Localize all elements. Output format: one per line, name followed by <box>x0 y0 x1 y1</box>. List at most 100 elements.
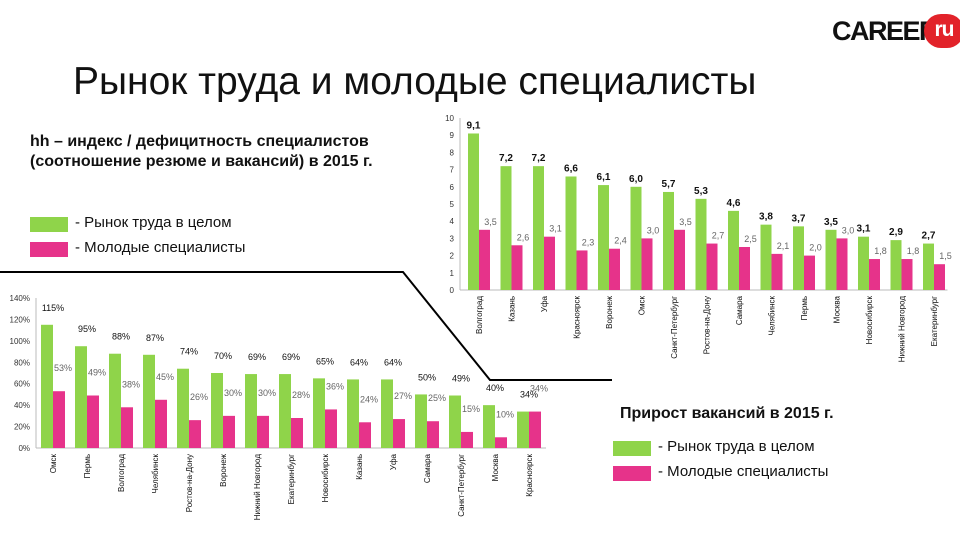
data-label-total: 2,7 <box>922 231 936 242</box>
category-label: Москва <box>491 453 500 481</box>
category-label: Новосибирск <box>865 296 874 345</box>
data-label-young: 38% <box>122 379 140 389</box>
bar-total <box>923 243 934 290</box>
bar-total <box>500 166 512 290</box>
data-label-total: 3,7 <box>792 213 806 224</box>
category-label: Казань <box>355 454 364 480</box>
bar-total <box>890 240 902 290</box>
bar-total <box>728 210 739 290</box>
y-tick-label: 5 <box>450 200 455 209</box>
data-label-total: 4,6 <box>727 198 741 209</box>
data-label-total: 74% <box>180 347 198 357</box>
bar-young <box>393 419 405 448</box>
bar-total <box>533 166 544 290</box>
y-tick-label: 1 <box>450 269 455 278</box>
bar-young <box>359 422 371 448</box>
y-tick-label: 0% <box>18 444 30 453</box>
y-tick-label: 60% <box>14 380 30 389</box>
category-label: Волгоград <box>117 454 126 492</box>
category-label: Красноярск <box>573 296 582 339</box>
bar-young <box>901 259 913 290</box>
bar-total <box>75 346 87 448</box>
data-label-young: 2,3 <box>582 237 595 247</box>
bar-young <box>529 411 541 448</box>
data-label-total: 3,1 <box>857 224 871 235</box>
data-label-young: 34% <box>530 384 548 394</box>
legend-label-young: - Молодые специалисты <box>658 463 829 480</box>
data-label-young: 26% <box>190 392 208 402</box>
y-tick-label: 8 <box>450 148 455 157</box>
category-label: Самара <box>735 295 744 325</box>
bar-total <box>598 185 609 290</box>
bar-young <box>706 243 718 290</box>
data-label-young: 28% <box>292 390 310 400</box>
bar-total <box>381 379 393 448</box>
category-label: Казань <box>508 296 517 322</box>
bar-young <box>511 245 523 290</box>
category-label: Самара <box>423 453 432 483</box>
bar-young <box>223 415 235 448</box>
bar-total <box>468 133 479 290</box>
bar-total <box>279 374 291 448</box>
chart2-title: Прирост вакансий в 2015 г. <box>620 405 834 422</box>
data-label-young: 3,5 <box>679 217 692 227</box>
bar-young <box>479 229 490 290</box>
data-label-total: 87% <box>146 333 164 343</box>
bar-young <box>325 409 337 448</box>
data-label-total: 115% <box>42 303 64 313</box>
bar-young <box>87 395 99 448</box>
data-label-total: 69% <box>282 352 300 362</box>
bar-young <box>189 420 201 448</box>
y-tick-label: 10 <box>445 114 454 123</box>
category-label: Воронеж <box>605 295 614 328</box>
data-label-young: 30% <box>258 388 276 398</box>
bar-total <box>565 176 577 290</box>
data-label-total: 5,7 <box>662 179 676 190</box>
page-title: Рынок труда и молодые специалисты <box>73 60 757 103</box>
bar-total <box>858 236 869 290</box>
data-label-total: 34% <box>520 390 538 400</box>
chart1-hh-index: 0 1 2 3 4 5 6 7 8 9 10 9,1 3,5 Волгоград 7,2 2,6 Казань 7… <box>445 114 952 363</box>
data-label-young: 25% <box>428 393 446 403</box>
y-tick-label: 2 <box>450 252 455 261</box>
y-tick-label: 40% <box>14 401 30 410</box>
category-label: Волгоград <box>475 296 484 334</box>
y-tick-label: 4 <box>450 217 455 226</box>
bar-total <box>793 226 804 290</box>
data-label-young: 27% <box>394 391 412 401</box>
legend-swatch-total <box>30 217 68 232</box>
data-label-young: 53% <box>54 363 72 373</box>
bar-young <box>576 250 588 290</box>
category-label: Пермь <box>83 454 92 478</box>
bar-young <box>495 437 507 448</box>
category-label: Санкт-Петербург <box>457 454 466 517</box>
bar-young <box>155 399 167 448</box>
data-label-young: 24% <box>360 394 378 404</box>
bar-young <box>739 247 750 290</box>
bar-young <box>461 431 473 448</box>
legend-label-total: - Рынок труда в целом <box>658 438 815 455</box>
bar-total <box>825 229 837 290</box>
bar-total <box>630 186 642 290</box>
bar-young <box>427 421 439 448</box>
category-label: Омск <box>638 296 647 316</box>
bar-total <box>760 224 772 290</box>
data-label-total: 3,8 <box>759 212 773 223</box>
data-label-total: 7,2 <box>532 153 546 164</box>
data-label-total: 2,9 <box>889 227 903 238</box>
category-label: Ростов-на-Дону <box>703 296 712 354</box>
bar-total <box>695 198 707 290</box>
data-label-young: 3,0 <box>647 225 660 235</box>
data-label-young: 49% <box>88 368 106 378</box>
legend-swatch-young <box>30 242 68 257</box>
data-label-total: 7,2 <box>499 153 513 164</box>
chart1-title: hh – индекс / дефицитность специалистов … <box>30 133 373 170</box>
bar-total <box>245 374 257 448</box>
category-label: Нижний Новгород <box>898 296 907 363</box>
bar-total <box>211 373 223 448</box>
logo-badge-text: ru <box>934 18 955 41</box>
data-label-total: 64% <box>384 357 402 367</box>
y-tick-label: 80% <box>14 358 30 367</box>
data-label-total: 3,5 <box>824 217 838 228</box>
